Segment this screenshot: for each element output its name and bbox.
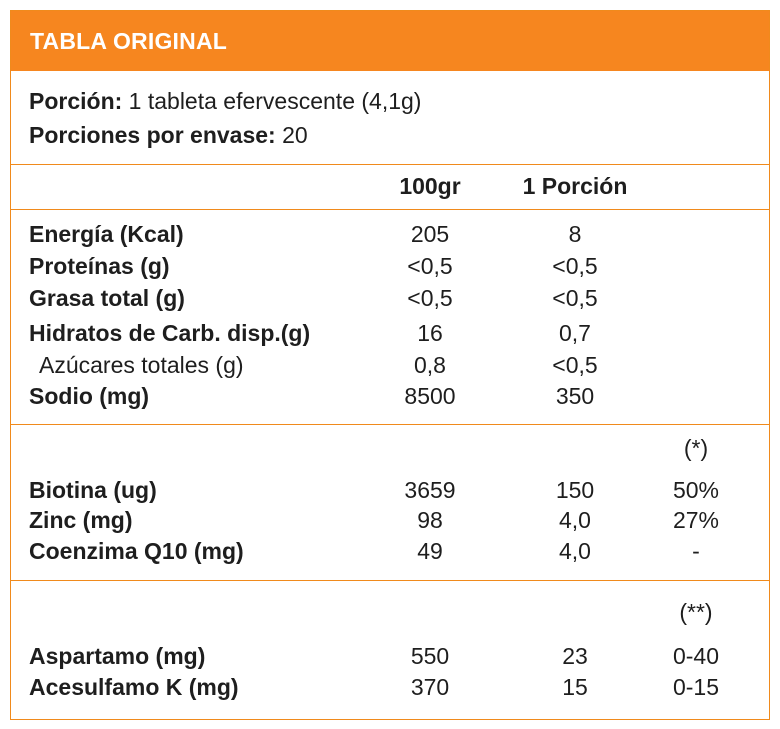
divider [11,209,769,210]
row-value-portion: <0,5 [552,285,598,311]
row-value-100gr: 550 [410,643,450,669]
col-header-portion: 1 Porción [522,173,628,199]
row-value-portion: <0,5 [552,352,598,378]
table-header: TABLA ORIGINAL [11,11,769,71]
nutrition-table: TABLA ORIGINAL Porción: 1 tableta eferve… [10,10,770,720]
row-value-idr: 0-15 [672,674,720,700]
col-header-100gr: 100gr [399,173,461,199]
row-value-portion: <0,5 [552,253,598,279]
row-label: Zinc (mg) [29,507,133,533]
portion-label: Porción: [29,88,123,114]
row-value-100gr: <0,5 [407,253,453,279]
row-label: Sodio (mg) [29,383,150,409]
servings-value: 20 [282,122,308,148]
row-value-100gr: 49 [417,538,443,564]
table-title: TABLA ORIGINAL [30,28,227,54]
row-label: Aspartamo (mg) [29,643,206,669]
row-value-100gr: 98 [417,507,443,533]
portion-value: 1 tableta efervescente (4,1g) [128,88,422,114]
row-label: Biotina (ug) [29,477,157,503]
portion-line: Porción: 1 tableta efervescente (4,1g) [29,88,421,115]
row-value-100gr: 370 [410,674,450,700]
row-label: Acesulfamo K (mg) [29,674,239,700]
divider [11,580,769,581]
row-value-100gr: 3659 [404,477,456,503]
row-label: Proteínas (g) [29,253,170,279]
divider [11,164,769,165]
row-label: Coenzima Q10 (mg) [29,538,244,564]
row-value-portion: 4,0 [559,538,591,564]
row-value-portion: 4,0 [559,507,591,533]
row-value-100gr: 16 [417,320,443,346]
row-value-portion: 350 [555,383,595,409]
micros-note: (*) [683,435,709,461]
row-value-100gr: 8500 [404,383,456,409]
row-value-portion: 0,7 [559,320,591,346]
row-value-pct: - [692,538,700,564]
row-value-portion: 23 [562,643,588,669]
row-value-pct: 50% [672,477,720,503]
row-label-sub: Azúcares totales (g) [39,352,244,378]
row-label: Grasa total (g) [29,285,185,311]
servings-label: Porciones por envase: [29,122,276,148]
row-label: Hidratos de Carb. disp.(g) [29,320,311,346]
row-value-100gr: 0,8 [414,352,446,378]
row-value-portion: 150 [555,477,595,503]
row-value-100gr: 205 [410,221,450,247]
row-value-100gr: <0,5 [407,285,453,311]
row-label: Energía (Kcal) [29,221,184,247]
sweet-note: (**) [679,599,713,625]
row-value-idr: 0-40 [672,643,720,669]
row-value-portion: 8 [568,221,582,247]
row-value-portion: 15 [562,674,588,700]
divider [11,424,769,425]
row-value-pct: 27% [672,507,720,533]
servings-line: Porciones por envase: 20 [29,122,308,149]
